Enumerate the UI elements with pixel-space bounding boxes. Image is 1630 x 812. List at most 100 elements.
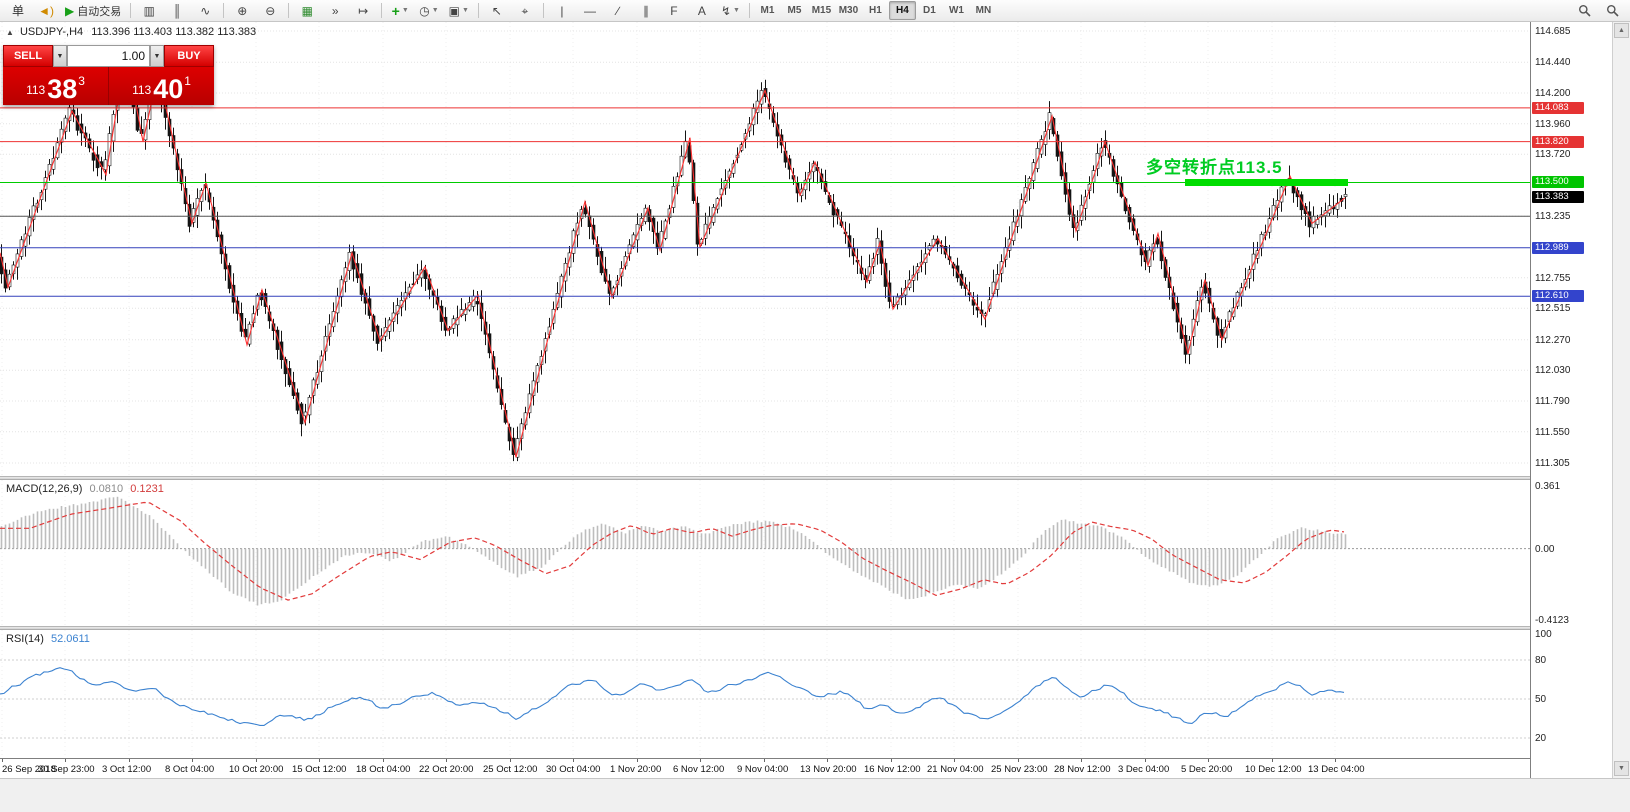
chevron-down-icon: ▼	[431, 7, 439, 14]
rsi-indicator-panel: RSI(14) 52.0611	[0, 630, 1530, 758]
time-tick-label: 22 Oct 20:00	[419, 764, 474, 775]
time-tick-label: 3 Dec 04:00	[1118, 764, 1170, 775]
buy-button[interactable]: BUY	[164, 45, 214, 67]
bar-chart-icon[interactable]: ▥	[143, 3, 155, 18]
periods-icon[interactable]: ◷ ▼	[419, 3, 439, 18]
price-tick-label: 112.515	[1535, 303, 1571, 315]
time-tick	[1272, 759, 1273, 762]
price-tick-label: 111.790	[1535, 396, 1570, 407]
chevron-down-icon: ▼	[462, 7, 469, 14]
time-tick-label: 9 Nov 04:00	[737, 764, 789, 775]
time-tick-label: 13 Nov 20:00	[800, 764, 857, 775]
auto-scroll-icon[interactable]: »	[331, 3, 339, 18]
time-tick	[1145, 759, 1146, 762]
tile-windows-icon[interactable]: ▦	[301, 3, 313, 18]
buy-price-big: 40	[153, 74, 184, 105]
trendline-icon[interactable]: ∕	[616, 3, 619, 18]
time-tick-label: 8 Oct 04:00	[165, 764, 215, 775]
timeframe-button-h4[interactable]: H4	[888, 1, 916, 20]
rsi-axis-label: 50	[1535, 694, 1547, 705]
time-tick	[510, 759, 511, 762]
timeframe-button-m5[interactable]: M5	[787, 5, 802, 16]
time-tick	[65, 759, 66, 762]
zoom-in-icon[interactable]: ⊕	[237, 3, 248, 18]
toolbar-separator	[223, 3, 225, 18]
time-tick-label: 26 Sep 2018	[2, 764, 56, 775]
macd-canvas[interactable]	[0, 480, 1530, 626]
pivot-line-price-badge: 113.500	[1532, 176, 1584, 189]
vertical-scrollbar[interactable]: ▲ ▼	[1612, 22, 1630, 778]
time-tick-label: 16 Nov 12:00	[864, 764, 921, 775]
timeframe-button-d1[interactable]: D1	[923, 5, 936, 16]
price-tick-label: 113.960	[1535, 118, 1571, 130]
sell-price-pip: 3	[78, 74, 85, 88]
search-icon[interactable]	[1571, 1, 1597, 21]
volume-input[interactable]	[67, 45, 150, 67]
arrows-tool-icon[interactable]: ↯ ▼	[720, 3, 740, 18]
volume-dropdown[interactable]: ▼	[150, 45, 164, 67]
price-tick-label: 112.030	[1535, 365, 1571, 377]
time-tick	[1208, 759, 1209, 762]
price-tick-label: 111.305	[1535, 458, 1570, 469]
sell-price[interactable]: 113 38 3	[3, 67, 109, 105]
fibonacci-icon[interactable]: F	[670, 3, 678, 18]
price-axis[interactable]: 114.685 114.440 114.200 113.960 113.720 113.2…	[1530, 22, 1612, 778]
vertical-line-icon[interactable]: |	[560, 3, 564, 18]
alert-horn-icon[interactable]: ◄)	[38, 3, 54, 18]
price-chart-panel: ▲ USDJPY-,H4 113.396 113.403 113.382 113…	[0, 22, 1530, 476]
panel-separator[interactable]	[0, 626, 1612, 630]
buy-price-prefix: 113	[132, 83, 152, 97]
toolbar-separator	[748, 3, 750, 18]
buy-price[interactable]: 113 40 1	[109, 67, 214, 105]
zoom-out-icon[interactable]: ⊖	[265, 3, 276, 18]
time-tick	[2, 759, 3, 762]
timeframe-button-m15[interactable]: M15	[811, 5, 832, 16]
timeframe-button-m30[interactable]: M30	[838, 5, 859, 16]
price-tick-label: 112.270	[1535, 334, 1571, 346]
add-indicator-icon[interactable]: + ▼	[391, 2, 409, 19]
price-chart-canvas[interactable]	[0, 22, 1530, 476]
time-tick	[1081, 759, 1082, 762]
time-tick	[700, 759, 701, 762]
templates-icon[interactable]: ▣ ▼	[448, 3, 469, 18]
rsi-canvas[interactable]	[0, 630, 1530, 758]
rsi-axis-label: 20	[1535, 733, 1547, 744]
sell-options-dropdown[interactable]: ▼	[53, 45, 67, 67]
time-tick	[1018, 759, 1019, 762]
scroll-down-icon[interactable]: ▼	[1614, 761, 1629, 776]
macd-axis-label: -0.4123	[1535, 615, 1569, 627]
autotrading-button[interactable]: ▶ 自动交易	[65, 3, 122, 18]
rsi-axis-label: 80	[1535, 655, 1547, 666]
toolbar-separator	[542, 3, 544, 18]
candlestick-chart-icon[interactable]: ║	[172, 3, 182, 18]
new-order-button[interactable]: 单	[11, 3, 24, 18]
crosshair-icon[interactable]: ⌖	[521, 3, 529, 18]
sell-price-big: 38	[47, 74, 78, 105]
time-tick-label: 18 Oct 04:00	[356, 764, 411, 775]
timeframe-button-w1[interactable]: W1	[948, 5, 964, 16]
quick-search-icon[interactable]	[1599, 1, 1625, 21]
window-bottom-strip	[0, 778, 1630, 812]
cursor-icon[interactable]: ↖	[491, 3, 502, 18]
chart-shift-icon[interactable]: ↦	[358, 3, 369, 18]
timeframe-button-m1[interactable]: M1	[760, 5, 775, 16]
pivot-annotation-text: 多空转折点113.5	[1146, 158, 1283, 177]
support-lower-price-badge: 112.610	[1532, 290, 1584, 303]
channel-icon[interactable]: ∥	[642, 3, 649, 18]
timeframe-button-h1[interactable]: H1	[869, 5, 882, 16]
time-axis[interactable]: 26 Sep 2018 30 Sep 23:00 3 Oct 12:00 8 Oct …	[0, 758, 1530, 778]
line-chart-icon[interactable]: ∿	[200, 3, 211, 18]
price-tick-label: 111.550	[1535, 426, 1570, 438]
panel-separator[interactable]	[0, 476, 1612, 480]
chart-workspace: ▲ USDJPY-,H4 113.396 113.403 113.382 113…	[0, 22, 1630, 778]
time-tick	[764, 759, 765, 762]
horizontal-line-icon[interactable]: —	[583, 3, 596, 18]
toolbar-separator	[381, 3, 383, 18]
text-tool-icon[interactable]: A	[697, 3, 706, 18]
timeframe-button-mn[interactable]: MN	[975, 5, 992, 16]
scroll-up-icon[interactable]: ▲	[1614, 23, 1629, 38]
sell-button[interactable]: SELL	[3, 45, 53, 67]
time-tick	[256, 759, 257, 762]
macd-axis-label: 0.361	[1535, 481, 1561, 493]
